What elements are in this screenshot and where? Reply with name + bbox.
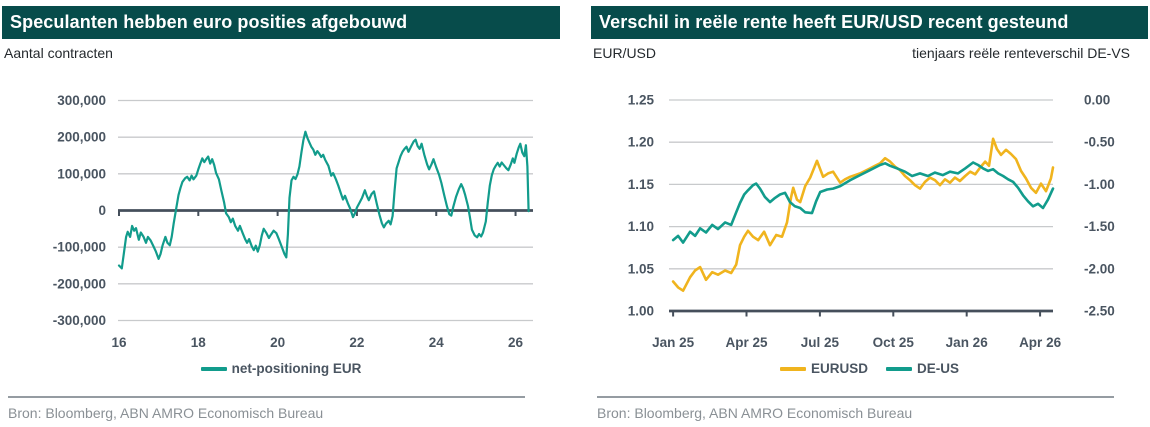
- svg-text:1.20: 1.20: [628, 135, 654, 150]
- source-note-right: Bron: Bloomberg, ABN AMRO Economisch Bur…: [597, 396, 1114, 421]
- axis-unit-label-left-axis: EUR/USD: [593, 45, 657, 61]
- net-positioning-chart: -300,000 -200,000 -100,000 0 100,000 200,000 3…: [53, 93, 533, 350]
- chart-title-right: Verschil in reële rente heeft EUR/USD re…: [591, 6, 1148, 39]
- svg-text:-0.50: -0.50: [1084, 135, 1115, 150]
- axis-unit-label-left: Aantal contracten: [4, 45, 113, 61]
- svg-text:-2.50: -2.50: [1084, 304, 1115, 319]
- svg-text:Apr 26: Apr 26: [1019, 335, 1062, 350]
- svg-text:Oct 25: Oct 25: [873, 335, 915, 350]
- source-note-left: Bron: Bloomberg, ABN AMRO Economisch Bur…: [8, 396, 525, 421]
- svg-text:1.05: 1.05: [628, 261, 655, 276]
- legend-label: net-positioning EUR: [231, 361, 362, 376]
- svg-text:1.25: 1.25: [628, 93, 655, 108]
- svg-text:1.00: 1.00: [628, 304, 654, 319]
- svg-text:Jul 25: Jul 25: [801, 335, 840, 350]
- svg-text:-2.00: -2.00: [1084, 261, 1115, 276]
- svg-text:0.00: 0.00: [1084, 93, 1110, 108]
- svg-text:1.15: 1.15: [628, 177, 655, 192]
- axis-unit-label-right-axis: tienjaars reële renteverschil DE-VS: [912, 45, 1130, 61]
- subtitle-row-right: EUR/USD tienjaars reële renteverschil DE…: [593, 44, 1130, 62]
- svg-text:0: 0: [98, 203, 106, 218]
- legend-item: DE-US: [886, 361, 959, 376]
- svg-text:100,000: 100,000: [57, 166, 106, 181]
- panel-net-positioning: Speculanten hebben euro posities afgebou…: [2, 0, 560, 427]
- panel-eurusd-rates: Verschil in reële rente heeft EUR/USD re…: [591, 0, 1148, 427]
- svg-text:22: 22: [349, 335, 364, 350]
- svg-text:-100,000: -100,000: [53, 240, 106, 255]
- svg-text:-1.00: -1.00: [1084, 177, 1115, 192]
- svg-text:1.10: 1.10: [628, 219, 654, 234]
- teal-line-marker: [200, 366, 227, 371]
- svg-text:24: 24: [429, 335, 445, 350]
- chart-title-left: Speculanten hebben euro posities afgebou…: [2, 6, 560, 39]
- subtitle-row-left: Aantal contracten: [4, 44, 542, 62]
- svg-text:Jan 26: Jan 26: [946, 335, 989, 350]
- legend-label: EURUSD: [810, 361, 868, 376]
- svg-text:20: 20: [270, 335, 285, 350]
- svg-text:Jan 25: Jan 25: [652, 335, 695, 350]
- svg-text:300,000: 300,000: [57, 93, 106, 108]
- svg-text:18: 18: [191, 335, 207, 350]
- svg-text:-1.50: -1.50: [1084, 219, 1115, 234]
- svg-text:Apr 25: Apr 25: [725, 335, 768, 350]
- legend-right: EURUSD DE-US: [591, 361, 1148, 376]
- svg-text:200,000: 200,000: [57, 130, 106, 145]
- legend-label: DE-US: [917, 361, 960, 376]
- svg-text:16: 16: [111, 335, 127, 350]
- eurusd-real-rate-chart: 1.00 1.05 1.10 1.15 1.20 1.25 -2.50 -2.00 -1.50 -…: [628, 93, 1115, 351]
- yellow-line-marker: [779, 366, 806, 371]
- legend-item: EURUSD: [779, 361, 868, 376]
- legend-item: net-positioning EUR: [200, 361, 362, 376]
- svg-text:-300,000: -300,000: [53, 313, 106, 328]
- svg-text:26: 26: [508, 335, 524, 350]
- legend-left: net-positioning EUR: [2, 361, 560, 376]
- svg-text:-200,000: -200,000: [53, 276, 106, 291]
- teal-line-marker: [886, 366, 912, 371]
